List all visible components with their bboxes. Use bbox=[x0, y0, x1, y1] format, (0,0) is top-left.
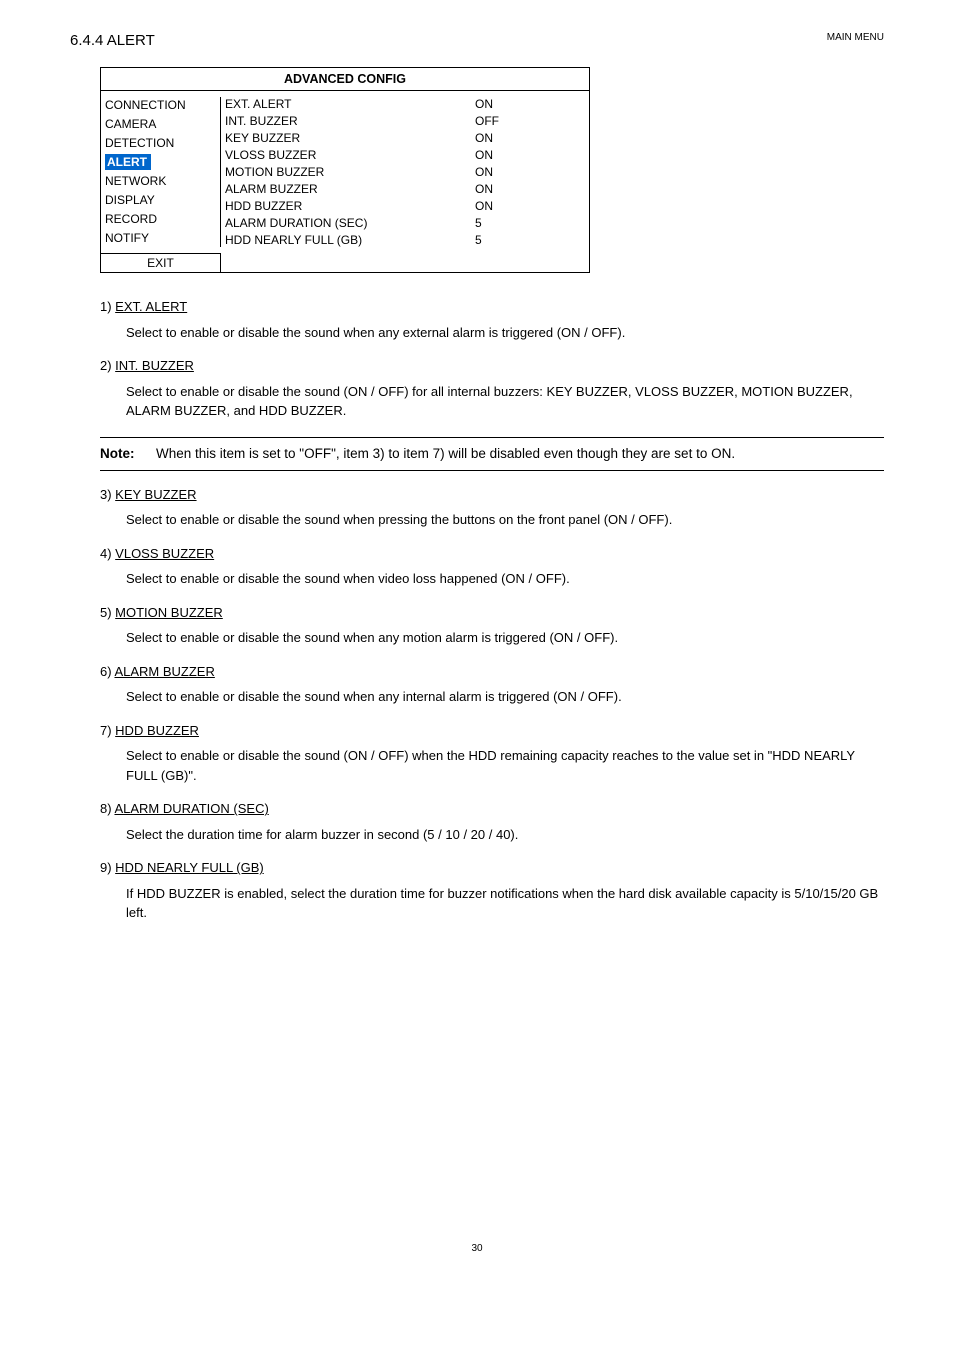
setting-row: VLOSS BUZZERON bbox=[225, 148, 589, 162]
advanced-config-panel: ADVANCED CONFIG CONNECTION CAMERA DETECTIO… bbox=[100, 67, 590, 273]
sidebar-item-display[interactable]: DISPLAY bbox=[105, 192, 220, 208]
note-text: When this item is set to "OFF", item 3) … bbox=[156, 444, 884, 464]
item-body: Select to enable or disable the sound wh… bbox=[126, 510, 884, 530]
config-sidebar: CONNECTION CAMERA DETECTION ALERT NETWORK DIS… bbox=[101, 97, 221, 247]
item-heading: 1) EXT. ALERT bbox=[100, 297, 884, 317]
item-heading: 7) HDD BUZZER bbox=[100, 721, 884, 741]
item-body: Select to enable or disable the sound wh… bbox=[126, 628, 884, 648]
item-heading: 9) HDD NEARLY FULL (GB) bbox=[100, 858, 884, 878]
setting-value[interactable]: ON bbox=[475, 165, 589, 179]
note-label: Note: bbox=[100, 444, 156, 464]
setting-label: ALARM DURATION (SEC) bbox=[225, 216, 475, 230]
item-title: HDD NEARLY FULL (GB) bbox=[115, 860, 264, 875]
setting-row: INT. BUZZEROFF bbox=[225, 114, 589, 128]
item-title: MOTION BUZZER bbox=[115, 605, 223, 620]
setting-value[interactable]: 5 bbox=[475, 233, 589, 247]
item-title: INT. BUZZER bbox=[115, 358, 194, 373]
sidebar-item-record[interactable]: RECORD bbox=[105, 211, 220, 227]
setting-value[interactable]: ON bbox=[475, 131, 589, 145]
item-number: 2) bbox=[100, 358, 115, 373]
setting-label: MOTION BUZZER bbox=[225, 165, 475, 179]
sidebar-item-connection[interactable]: CONNECTION bbox=[105, 97, 220, 113]
exit-button[interactable]: EXIT bbox=[101, 253, 221, 272]
item-heading: 8) ALARM DURATION (SEC) bbox=[100, 799, 884, 819]
setting-value[interactable]: ON bbox=[475, 148, 589, 162]
sidebar-item-notify[interactable]: NOTIFY bbox=[105, 230, 220, 246]
setting-row: MOTION BUZZERON bbox=[225, 165, 589, 179]
item-body: Select the duration time for alarm buzze… bbox=[126, 825, 884, 845]
setting-label: HDD BUZZER bbox=[225, 199, 475, 213]
item-heading: 4) VLOSS BUZZER bbox=[100, 544, 884, 564]
item-number: 9) bbox=[100, 860, 115, 875]
item-heading: 5) MOTION BUZZER bbox=[100, 603, 884, 623]
item-title: VLOSS BUZZER bbox=[115, 546, 214, 561]
setting-row: ALARM DURATION (SEC)5 bbox=[225, 216, 589, 230]
item-heading: 6) ALARM BUZZER bbox=[100, 662, 884, 682]
item-body: Select to enable or disable the sound (O… bbox=[126, 382, 884, 421]
header-right: MAIN MENU bbox=[827, 32, 884, 43]
sidebar-item-detection[interactable]: DETECTION bbox=[105, 135, 220, 151]
item-number: 4) bbox=[100, 546, 115, 561]
sidebar-item-alert[interactable]: ALERT bbox=[105, 154, 151, 170]
setting-label: INT. BUZZER bbox=[225, 114, 475, 128]
sidebar-item-camera[interactable]: CAMERA bbox=[105, 116, 220, 132]
setting-value[interactable]: 5 bbox=[475, 216, 589, 230]
item-heading: 2) INT. BUZZER bbox=[100, 356, 884, 376]
item-number: 5) bbox=[100, 605, 115, 620]
item-title: ALARM BUZZER bbox=[114, 664, 214, 679]
item-number: 3) bbox=[100, 487, 115, 502]
item-title: KEY BUZZER bbox=[115, 487, 196, 502]
item-body: Select to enable or disable the sound wh… bbox=[126, 687, 884, 707]
item-number: 8) bbox=[100, 801, 114, 816]
item-heading: 3) KEY BUZZER bbox=[100, 485, 884, 505]
setting-row: HDD NEARLY FULL (GB)5 bbox=[225, 233, 589, 247]
setting-value[interactable]: ON bbox=[475, 199, 589, 213]
item-title: ALARM DURATION (SEC) bbox=[114, 801, 268, 816]
item-title: EXT. ALERT bbox=[115, 299, 187, 314]
content-body: 1) EXT. ALERT Select to enable or disable… bbox=[70, 297, 884, 923]
setting-label: EXT. ALERT bbox=[225, 97, 475, 111]
item-title: HDD BUZZER bbox=[115, 723, 199, 738]
item-body: Select to enable or disable the sound wh… bbox=[126, 569, 884, 589]
setting-label: KEY BUZZER bbox=[225, 131, 475, 145]
item-number: 6) bbox=[100, 664, 114, 679]
setting-value[interactable]: ON bbox=[475, 182, 589, 196]
item-number: 7) bbox=[100, 723, 115, 738]
item-body: Select to enable or disable the sound wh… bbox=[126, 323, 884, 343]
setting-row: ALARM BUZZERON bbox=[225, 182, 589, 196]
item-body: Select to enable or disable the sound (O… bbox=[126, 746, 884, 785]
setting-value[interactable]: ON bbox=[475, 97, 589, 111]
page-number: 30 bbox=[70, 1243, 884, 1254]
note-row: Note: When this item is set to "OFF", it… bbox=[100, 438, 884, 471]
config-settings: EXT. ALERTONINT. BUZZEROFFKEY BUZZERONVL… bbox=[221, 97, 589, 247]
setting-label: VLOSS BUZZER bbox=[225, 148, 475, 162]
setting-row: HDD BUZZERON bbox=[225, 199, 589, 213]
setting-label: ALARM BUZZER bbox=[225, 182, 475, 196]
item-number: 1) bbox=[100, 299, 115, 314]
setting-label: HDD NEARLY FULL (GB) bbox=[225, 233, 475, 247]
config-title: ADVANCED CONFIG bbox=[101, 68, 589, 91]
setting-value[interactable]: OFF bbox=[475, 114, 589, 128]
sidebar-item-network[interactable]: NETWORK bbox=[105, 173, 220, 189]
section-title: 6.4.4 ALERT bbox=[70, 32, 884, 49]
setting-row: EXT. ALERTON bbox=[225, 97, 589, 111]
item-body: If HDD BUZZER is enabled, select the dur… bbox=[126, 884, 884, 923]
setting-row: KEY BUZZERON bbox=[225, 131, 589, 145]
